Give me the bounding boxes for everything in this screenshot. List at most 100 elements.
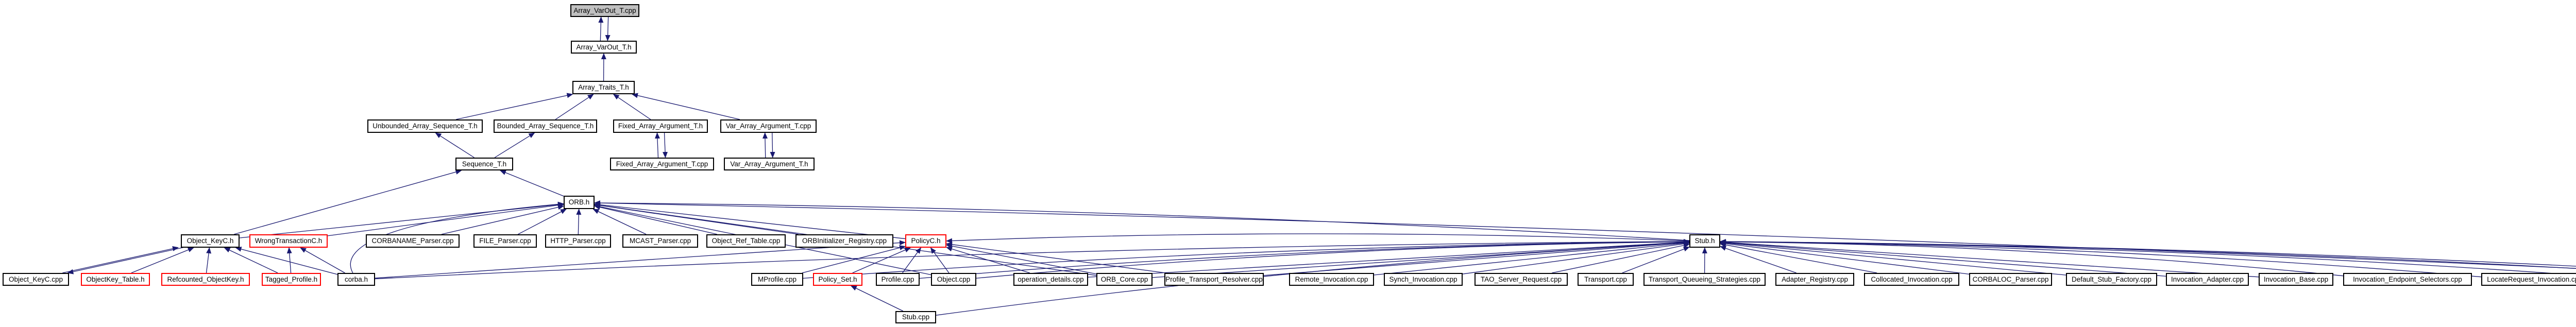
graph-node-label: Object_Ref_Table.cpp: [711, 237, 781, 245]
graph-node-unbounded-array-sequence-t-h[interactable]: Unbounded_Array_Sequence_T.h: [367, 119, 483, 133]
edge-Policy_Set.h-to-PolicyC.h: [852, 247, 911, 273]
graph-node-policy-set-h[interactable]: Policy_Set.h: [813, 273, 862, 286]
edge-Tagged_Profile.h-to-WrongTransactionC.h: [286, 247, 292, 273]
graph-node-mcast-parser-cpp[interactable]: MCAST_Parser.cpp: [622, 234, 698, 248]
graph-node-bounded-array-sequence-t-h[interactable]: Bounded_Array_Sequence_T.h: [494, 119, 597, 133]
edge-corba.h-to-WrongTransactionC.h: [300, 247, 345, 273]
graph-node-wrongtransactionc-h[interactable]: WrongTransactionC.h: [249, 234, 328, 248]
edge-CORBANAME_Parser.cpp-to-ORB.h: [441, 204, 564, 235]
graph-node-tagged-profile-h[interactable]: Tagged_Profile.h: [262, 273, 321, 286]
graph-node-array-varout-t-h[interactable]: Array_VarOut_T.h: [571, 41, 637, 54]
graph-node-mprofile-cpp[interactable]: MProfile.cpp: [751, 273, 803, 286]
graph-node-label: ORB.h: [568, 198, 590, 206]
edge-Fixed_Array_Argument_T.h-to-Array_Traits_T.h: [613, 94, 651, 120]
graph-node-label: Fixed_Array_Argument_T.h: [618, 122, 703, 130]
graph-node-object-keyc-cpp[interactable]: Object_KeyC.cpp: [3, 273, 69, 286]
graph-node-label: Var_Array_Argument_T.cpp: [725, 122, 811, 130]
graph-node-tao-server-request-cpp[interactable]: TAO_Server_Request.cpp: [1475, 273, 1568, 286]
edge-Default_Stub_Factory.cpp-to-Stub.h: [1720, 240, 2066, 276]
graph-node-invocation-adapter-cpp[interactable]: Invocation_Adapter.cpp: [2166, 273, 2249, 286]
graph-node-label: ObjectKey_Table.h: [86, 275, 145, 283]
graph-node-file-parser-cpp[interactable]: FILE_Parser.cpp: [473, 234, 537, 248]
edge-MProfile.cpp-to-Stub.h: [803, 239, 1690, 279]
graph-node-label: MProfile.cpp: [757, 275, 797, 283]
graph-node-object-ref-table-cpp[interactable]: Object_Ref_Table.cpp: [706, 234, 786, 248]
graph-node-label: Object_KeyC.h: [187, 237, 234, 245]
edge-TAO_Server_Request.cpp-to-Stub.h: [1552, 243, 1690, 273]
graph-node-default-stub-factory-cpp[interactable]: Default_Stub_Factory.cpp: [2066, 273, 2157, 286]
graph-node-operation-details-cpp[interactable]: operation_details.cpp: [1013, 273, 1088, 286]
graph-node-transport-cpp[interactable]: Transport.cpp: [1578, 273, 1634, 286]
graph-node-collocated-invocation-cpp[interactable]: Collocated_Invocation.cpp: [1864, 273, 1959, 286]
graph-node-label: Array_Traits_T.h: [578, 83, 629, 92]
graph-node-locaterequest-invocation-cpp[interactable]: LocateRequest_Invocation.cpp: [2481, 273, 2576, 286]
graph-node-synch-invocation-cpp[interactable]: Synch_Invocation.cpp: [1384, 273, 1463, 286]
graph-node-object-keyc-h[interactable]: Object_KeyC.h: [181, 234, 240, 248]
graph-node-label: Default_Stub_Factory.cpp: [2071, 275, 2152, 283]
graph-node-profile-cpp[interactable]: Profile.cpp: [876, 273, 920, 286]
graph-node-corbaname-parser-cpp[interactable]: CORBANAME_Parser.cpp: [366, 234, 460, 248]
graph-node-orbinitializer-registry-cpp[interactable]: ORBInitializer_Registry.cpp: [795, 234, 893, 248]
graph-node-label: LocateRequest_Invocation.cpp: [2487, 275, 2576, 283]
graph-node-label: Synch_Invocation.cpp: [1389, 275, 1458, 283]
graph-node-fixed-array-argument-t-cpp[interactable]: Fixed_Array_Argument_T.cpp: [610, 158, 714, 170]
graph-node-var-array-argument-t-cpp[interactable]: Var_Array_Argument_T.cpp: [720, 119, 817, 133]
edge-Transport.cpp-to-Stub.h: [1622, 246, 1690, 273]
edge-ORB_Core.cpp-to-PolicyC.h: [946, 243, 1097, 274]
graph-node-label: Bounded_Array_Sequence_T.h: [497, 122, 594, 130]
graph-node-label: ORBInitializer_Registry.cpp: [802, 237, 887, 245]
edge-LocateRequest_Invocation.cpp-to-Stub.h: [1720, 239, 2482, 278]
graph-node-label: CORBANAME_Parser.cpp: [371, 237, 454, 245]
graph-node-remote-invocation-cpp[interactable]: Remote_Invocation.cpp: [1289, 273, 1374, 286]
edge-Collocated_Invocation.cpp-to-Stub.h: [1720, 242, 1877, 273]
graph-node-adapter-registry-cpp[interactable]: Adapter_Registry.cpp: [1775, 273, 1854, 286]
graph-node-refcounted-objectkey-h[interactable]: Refcounted_ObjectKey.h: [161, 273, 250, 286]
graph-node-http-parser-cpp[interactable]: HTTP_Parser.cpp: [545, 234, 611, 248]
graph-node-invocation-base-cpp[interactable]: Invocation_Base.cpp: [2259, 273, 2333, 286]
graph-node-policyc-h[interactable]: PolicyC.h: [905, 234, 946, 248]
graph-node-label: Invocation_Base.cpp: [2263, 275, 2329, 283]
graph-node-profile-transport-resolver-cpp[interactable]: Profile_Transport_Resolver.cpp: [1164, 273, 1264, 286]
graph-node-array-traits-t-h[interactable]: Array_Traits_T.h: [572, 81, 635, 94]
graph-node-label: MCAST_Parser.cpp: [629, 237, 691, 245]
graph-node-label: Profile_Transport_Resolver.cpp: [1165, 275, 1263, 283]
edge-Profile.cpp-to-PolicyC.h: [902, 247, 922, 273]
edge-corba.h-to-Object_KeyC.h: [235, 246, 338, 275]
graph-node-label: operation_details.cpp: [1018, 275, 1084, 283]
edge-ORB.cpp-to-ORB.h: [594, 200, 2576, 269]
graph-node-label: Sequence_T.h: [462, 160, 507, 168]
graph-node-label: Profile.cpp: [881, 275, 914, 283]
graph-node-corba-h[interactable]: corba.h: [337, 273, 375, 286]
graph-node-label: Fixed_Array_Argument_T.cpp: [616, 160, 708, 168]
graph-node-stub-h[interactable]: Stub.h: [1689, 234, 1720, 248]
graph-node-label: Unbounded_Array_Sequence_T.h: [372, 122, 478, 130]
graph-node-sequence-t-h[interactable]: Sequence_T.h: [455, 158, 513, 170]
graph-node-label: Adapter_Registry.cpp: [1782, 275, 1848, 283]
edge-Unbounded_Array_Sequence_T.h-to-Array_Traits_T.h: [455, 93, 573, 120]
edge-Profile_Transport_Resolver.cpp-to-PolicyC.h: [946, 242, 1166, 273]
edge-Profile_Transport_Resolver.cpp-to-Stub.h: [1263, 240, 1690, 276]
edge-WrongTransactionC.h-to-ORB.h: [327, 202, 564, 236]
graph-node-label: TAO_Server_Request.cpp: [1480, 275, 1562, 283]
edge-Var_Array_Argument_T.cpp-to-Var_Array_Argument_T.h: [770, 132, 775, 158]
graph-node-array-varout-t-cpp: Array_VarOut_T.cpp: [570, 4, 639, 17]
graph-node-transport-queueing-strategies-cpp[interactable]: Transport_Queueing_Strategies.cpp: [1643, 273, 1766, 286]
graph-node-invocation-endpoint-selectors-cpp[interactable]: Invocation_Endpoint_Selectors.cpp: [2343, 273, 2472, 286]
graph-node-fixed-array-argument-t-h[interactable]: Fixed_Array_Argument_T.h: [613, 119, 708, 133]
graph-node-orb-h[interactable]: ORB.h: [564, 196, 595, 209]
graph-node-var-array-argument-t-h[interactable]: Var_Array_Argument_T.h: [724, 158, 815, 170]
edge-Stub.h-to-ORB.h: [594, 200, 1690, 241]
graph-node-orb-core-cpp[interactable]: ORB_Core.cpp: [1096, 273, 1153, 286]
edge-Var_Array_Argument_T.h-to-Var_Array_Argument_T.cpp: [762, 132, 768, 158]
graph-node-label: Object_KeyC.cpp: [8, 275, 63, 283]
graph-node-object-cpp[interactable]: Object.cpp: [931, 273, 976, 286]
graph-node-stub-cpp[interactable]: Stub.cpp: [895, 311, 936, 323]
edge-Array_VarOut_T.h-to-Array_VarOut_T.cpp: [598, 16, 604, 41]
graph-node-corbaloc-parser-cpp[interactable]: CORBALOC_Parser.cpp: [1969, 273, 2052, 286]
graph-node-objectkey-table-h[interactable]: ObjectKey_Table.h: [81, 273, 150, 286]
edge-HTTP_Parser.cpp-to-ORB.h: [576, 209, 582, 235]
edge-operation_details.cpp-to-PolicyC.h: [946, 246, 1030, 273]
edge-Fixed_Array_Argument_T.h-to-Fixed_Array_Argument_T.cpp: [663, 132, 668, 158]
edge-MCAST_Parser.cpp-to-ORB.h: [592, 209, 647, 235]
